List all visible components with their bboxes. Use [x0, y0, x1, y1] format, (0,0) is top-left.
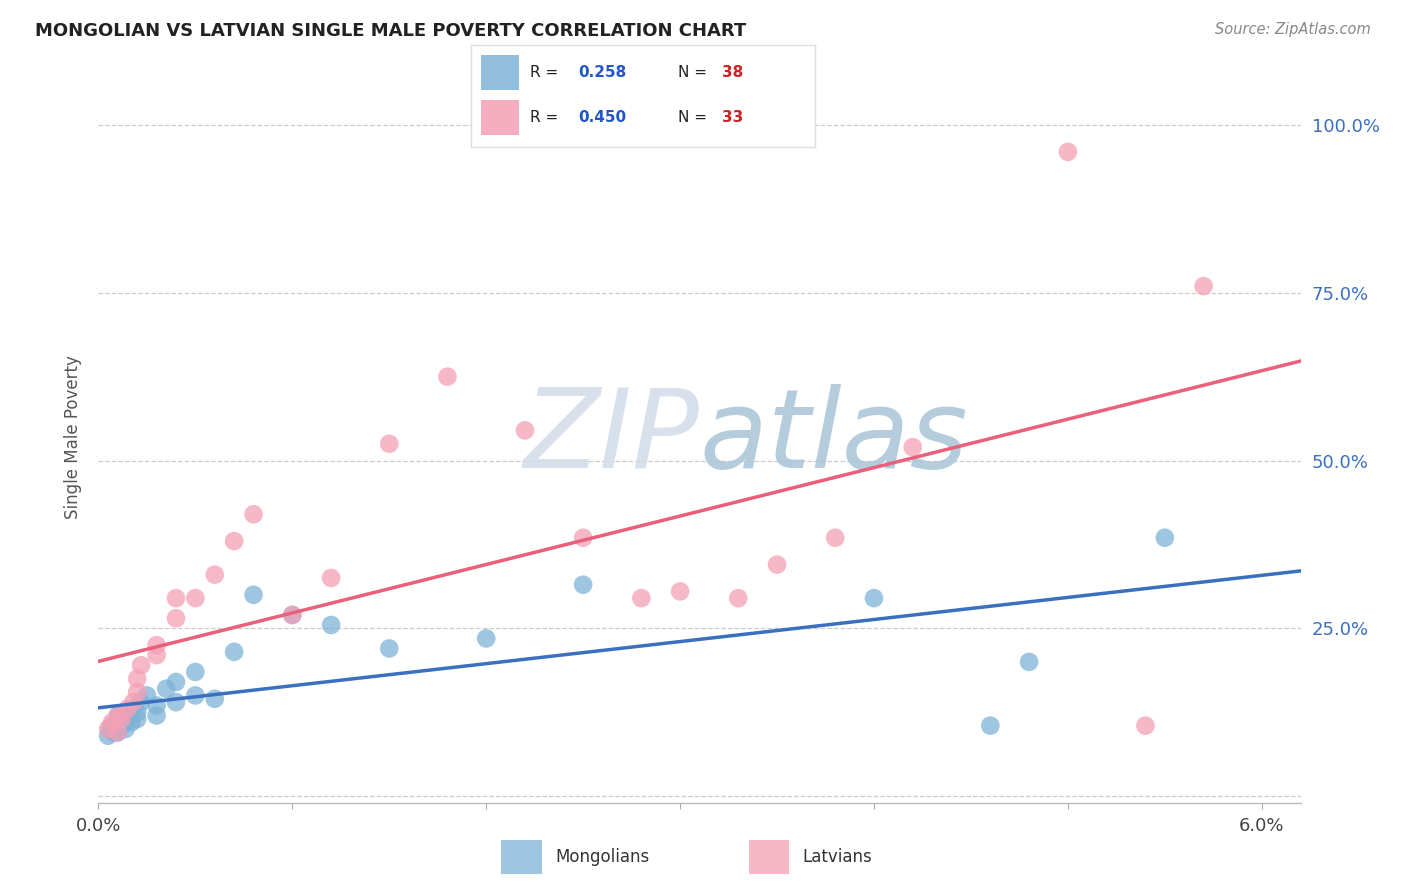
Point	[281, 607, 304, 622]
Point	[101, 718, 124, 732]
Point	[1153, 531, 1175, 545]
Point	[114, 722, 136, 736]
Point	[122, 702, 145, 716]
Point	[669, 584, 692, 599]
Point	[475, 632, 498, 646]
Point	[630, 591, 652, 606]
Point	[135, 689, 157, 703]
Text: 0.450: 0.450	[578, 110, 626, 125]
Point	[117, 702, 139, 716]
Point	[824, 531, 846, 545]
Point	[224, 534, 246, 549]
Bar	[748, 839, 789, 874]
Point	[97, 729, 120, 743]
Text: Source: ZipAtlas.com: Source: ZipAtlas.com	[1215, 22, 1371, 37]
Point	[165, 591, 187, 606]
Point	[204, 567, 226, 582]
Point	[112, 715, 135, 730]
Point	[165, 675, 187, 690]
Point	[127, 712, 149, 726]
Text: 0.258: 0.258	[578, 65, 626, 79]
Point	[513, 423, 536, 437]
Point	[145, 708, 167, 723]
Point	[127, 705, 149, 719]
Point	[1018, 655, 1040, 669]
Text: R =: R =	[530, 65, 562, 79]
Point	[378, 437, 401, 451]
Text: MONGOLIAN VS LATVIAN SINGLE MALE POVERTY CORRELATION CHART: MONGOLIAN VS LATVIAN SINGLE MALE POVERTY…	[35, 22, 747, 40]
Point	[107, 715, 129, 730]
Point	[107, 725, 129, 739]
Point	[863, 591, 886, 606]
Point	[1057, 145, 1080, 159]
Point	[97, 722, 120, 736]
Point	[145, 638, 167, 652]
Point	[184, 591, 207, 606]
Point	[436, 369, 458, 384]
Point	[122, 695, 145, 709]
Point	[1135, 718, 1157, 732]
Point	[1192, 279, 1215, 293]
Point	[155, 681, 177, 696]
Y-axis label: Single Male Poverty: Single Male Poverty	[65, 355, 83, 519]
Bar	[481, 55, 519, 90]
Point	[107, 708, 129, 723]
Point	[104, 722, 127, 736]
Point	[281, 607, 304, 622]
Point	[242, 588, 264, 602]
Text: Latvians: Latvians	[803, 847, 872, 866]
Point	[184, 689, 207, 703]
Point	[378, 641, 401, 656]
Point	[127, 672, 149, 686]
Point	[727, 591, 749, 606]
Point	[129, 695, 152, 709]
Point	[111, 718, 134, 732]
Point	[165, 611, 187, 625]
Point	[145, 698, 167, 713]
Text: 38: 38	[723, 65, 744, 79]
Point	[766, 558, 789, 572]
Point	[98, 722, 121, 736]
Point	[101, 715, 124, 730]
Point	[127, 685, 149, 699]
Point	[901, 440, 924, 454]
Point	[165, 695, 187, 709]
Text: N =: N =	[678, 65, 711, 79]
Point	[184, 665, 207, 679]
Point	[111, 712, 134, 726]
Point	[107, 725, 129, 739]
Bar	[501, 839, 541, 874]
Text: R =: R =	[530, 110, 562, 125]
Text: ZIP: ZIP	[523, 384, 700, 491]
Point	[107, 708, 129, 723]
Point	[204, 691, 226, 706]
Bar	[481, 100, 519, 135]
Point	[319, 618, 342, 632]
Text: N =: N =	[678, 110, 711, 125]
Point	[572, 578, 595, 592]
Text: atlas: atlas	[700, 384, 969, 491]
Point	[979, 718, 1001, 732]
Text: Mongolians: Mongolians	[555, 847, 650, 866]
Point	[103, 725, 125, 739]
Point	[572, 531, 595, 545]
Point	[120, 715, 142, 730]
Point	[319, 571, 342, 585]
Point	[129, 658, 152, 673]
Text: 33: 33	[723, 110, 744, 125]
Point	[224, 645, 246, 659]
Point	[242, 508, 264, 522]
Point	[145, 648, 167, 662]
Point	[117, 712, 139, 726]
Point	[118, 708, 141, 723]
